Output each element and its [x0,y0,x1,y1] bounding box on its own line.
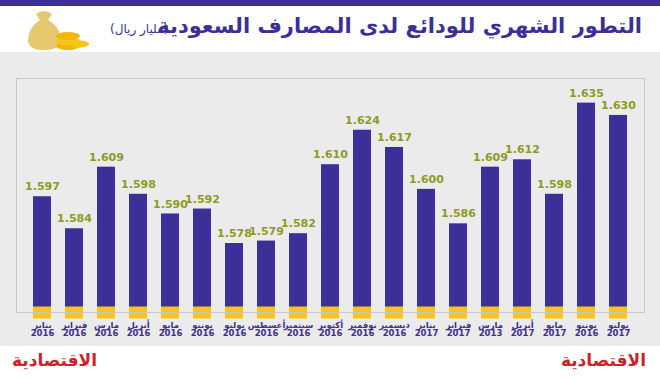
svg-text:مارس2013: مارس2013 [478,320,503,339]
svg-text:يونيو2016: يونيو2016 [191,320,215,339]
svg-text:1.635: 1.635 [569,87,604,100]
svg-text:فبراير2016: فبراير2016 [61,320,88,339]
svg-text:أغسطس2016: أغسطس2016 [248,319,286,339]
svg-text:1.597: 1.597 [25,180,60,193]
html-text:التطور الشهري للودائع لدى المص: التطور الشهري للودائع لدى المصارف السعود… [157,14,642,38]
svg-text:ديسمبر2016: ديسمبر2016 [378,320,410,339]
svg-text:مايو2016: مايو2016 [159,320,183,339]
svg-text:فبراير2017: فبراير2017 [445,320,472,339]
svg-text:سبتمبر2016: سبتمبر2016 [283,320,314,339]
svg-text:أبريل2017: أبريل2017 [511,319,535,339]
svg-text:1.598: 1.598 [121,178,156,191]
svg-text:1.610: 1.610 [313,148,348,161]
svg-text:1.579: 1.579 [249,225,284,238]
svg-text:أبريل2016: أبريل2016 [127,319,151,339]
svg-text:مارس2016: مارس2016 [94,320,119,339]
svg-text:1.584: 1.584 [57,212,92,225]
svg-text:1.617: 1.617 [377,131,412,144]
html-text:الاقتصادية: الاقتصادية [560,350,646,370]
svg-text:1.582: 1.582 [281,217,316,230]
svg-text:يناير2016: يناير2016 [31,320,55,339]
svg-text:1.578: 1.578 [217,227,252,240]
svg-text:1.590: 1.590 [153,197,188,210]
svg-text:يناير2017: يناير2017 [415,320,439,339]
svg-text:مايو2017: مايو2017 [543,320,567,339]
svg-text:1.600: 1.600 [409,173,444,186]
svg-text:1.609: 1.609 [89,151,124,164]
svg-text:1.609: 1.609 [473,151,508,164]
html-text:(مليار ريال): (مليار ريال) [110,22,169,36]
svg-text:1.612: 1.612 [505,143,540,156]
svg-text:يوليو2017: يوليو2017 [607,320,631,339]
svg-text:1.592: 1.592 [185,193,220,206]
svg-text:1.586: 1.586 [441,207,476,220]
svg-text:يونيو2016: يونيو2016 [575,320,599,339]
svg-text:1.630: 1.630 [601,99,636,112]
svg-text:أكتوبر2016: أكتوبر2016 [317,319,343,339]
svg-text:يوليو2016: يوليو2016 [223,320,247,339]
svg-text:1.624: 1.624 [345,114,380,127]
html-text:الاقتصادية: الاقتصادية [12,350,98,370]
svg-text:نوفمبر2016: نوفمبر2016 [347,320,377,339]
svg-text:1.598: 1.598 [537,178,572,191]
